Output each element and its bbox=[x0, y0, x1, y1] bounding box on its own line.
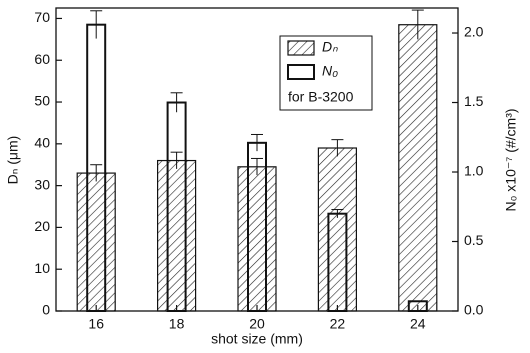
error-bar bbox=[251, 157, 263, 176]
legend-note: for B-3200 bbox=[288, 89, 354, 105]
y-tick-label: 0 bbox=[42, 302, 50, 318]
error-bar bbox=[331, 139, 344, 157]
y-tick-label: 70 bbox=[34, 9, 50, 25]
legend-label: N₀ bbox=[322, 63, 338, 79]
legend-box bbox=[279, 35, 373, 111]
y2-axis-label: N₀ x10⁻⁷ (#/cm³) bbox=[503, 108, 519, 211]
y-axis-label: Dₙ (μm) bbox=[5, 136, 21, 185]
y-tick-label: 10 bbox=[34, 260, 50, 276]
x-tick-label: 20 bbox=[249, 316, 265, 332]
legend-swatch bbox=[287, 64, 315, 80]
error-bar bbox=[90, 164, 103, 182]
y2-tick-label: 2.0 bbox=[464, 24, 484, 40]
error-bar bbox=[411, 9, 424, 40]
error-bar bbox=[331, 209, 344, 218]
y2-tick-label: 1.5 bbox=[464, 93, 484, 109]
error-bar bbox=[90, 10, 103, 39]
error-bar bbox=[170, 92, 183, 113]
legend-label: Dₙ bbox=[322, 39, 338, 55]
legend-swatch bbox=[287, 40, 315, 56]
bar bbox=[237, 166, 277, 312]
x-tick-label: 16 bbox=[88, 316, 104, 332]
y2-tick-label: 0.0 bbox=[464, 302, 484, 318]
y-tick-label: 40 bbox=[34, 135, 50, 151]
x-tick-label: 24 bbox=[410, 316, 426, 332]
bar bbox=[317, 147, 357, 312]
x-tick-label: 18 bbox=[169, 316, 185, 332]
y2-tick-label: 1.0 bbox=[464, 163, 484, 179]
error-bar bbox=[170, 151, 183, 169]
y-tick-label: 60 bbox=[34, 51, 50, 67]
x-tick-label: 22 bbox=[330, 316, 346, 332]
y-tick-label: 20 bbox=[34, 218, 50, 234]
y-tick-label: 50 bbox=[34, 93, 50, 109]
bar bbox=[157, 159, 197, 312]
y-tick-label: 30 bbox=[34, 176, 50, 192]
bar bbox=[398, 24, 438, 312]
bar bbox=[76, 172, 116, 312]
y2-tick-label: 0.5 bbox=[464, 232, 484, 248]
x-axis-label: shot size (mm) bbox=[211, 331, 303, 347]
error-bar bbox=[251, 133, 263, 152]
